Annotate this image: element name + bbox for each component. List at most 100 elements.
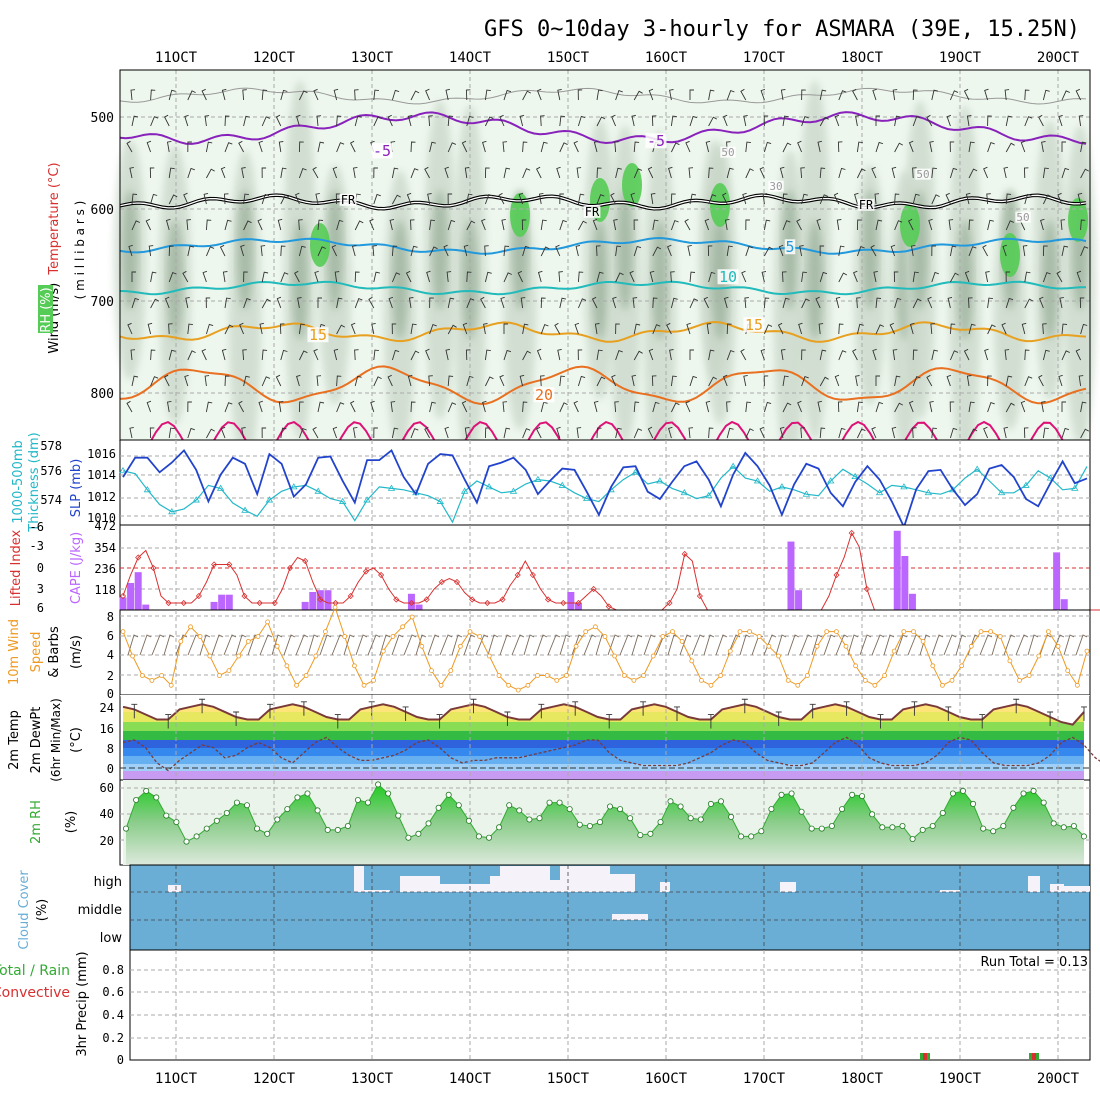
wind-barb: [462, 322, 468, 335]
wind-barb: [926, 114, 933, 127]
wind-barb: [238, 140, 244, 153]
wind-barb: [205, 323, 214, 335]
wind-barb: [484, 376, 494, 387]
temp-errorbar: [741, 698, 748, 714]
wind-barb: [150, 271, 157, 283]
wind10-barb: [1027, 634, 1039, 656]
wind-barb: [594, 323, 600, 335]
temp2m-label-1: 2m Temp: [7, 710, 22, 770]
wind-barb: [503, 89, 512, 101]
wind-barb: [987, 297, 993, 309]
rh-marker: [637, 832, 644, 839]
wind-barb: [647, 426, 654, 439]
wind-barb: [146, 140, 152, 153]
wind-barb: [577, 298, 587, 309]
wind-barb: [872, 88, 877, 101]
rh-marker: [223, 810, 230, 817]
wind-barb: [1042, 427, 1049, 439]
cloud-high-block: [364, 890, 390, 892]
wind10-barb: [283, 634, 296, 656]
wind-barb: [522, 168, 531, 179]
wind-barb: [410, 141, 416, 153]
wind10-barb: [943, 634, 957, 656]
wind-barb: [782, 297, 790, 309]
wind-tick: 8: [107, 610, 114, 624]
wind-barb: [856, 428, 866, 439]
wind-barb: [461, 140, 468, 153]
wind-barb: [596, 376, 606, 387]
wind-barb: [931, 167, 937, 179]
wind-barb: [931, 89, 939, 101]
wind-marker: [583, 629, 589, 634]
wind-barb: [801, 89, 806, 101]
wind-barb: [856, 141, 863, 153]
wind-barb: [205, 219, 212, 231]
wind-barb: [576, 427, 582, 439]
wind-barb: [369, 218, 375, 231]
wind-barb: [800, 427, 805, 439]
wind-barb: [336, 142, 345, 153]
temp2m-label-3: (6hr Min/Max): [49, 698, 63, 782]
wind-barb: [632, 297, 638, 309]
wind-barb: [708, 194, 717, 205]
wind-barb: [875, 324, 884, 335]
wind-barb: [1001, 322, 1007, 335]
wind-barb: [466, 298, 475, 309]
wind-barb: [577, 193, 585, 205]
wind-barb: [424, 166, 430, 179]
wind-barb: [963, 88, 970, 101]
wind10-barb: [547, 634, 561, 656]
wind-barb: [1024, 298, 1034, 309]
wind-barb: [466, 271, 472, 283]
wind-barb: [521, 219, 527, 231]
wind-barb: [668, 166, 673, 179]
contour-label-bg: [784, 239, 796, 255]
temp-errorbar: [538, 703, 545, 719]
li-marker: [302, 557, 309, 565]
wind-barb: [670, 142, 680, 153]
wind-barb: [633, 219, 639, 231]
wind-barb: [333, 348, 339, 361]
x-tick-label: 13OCT: [351, 50, 394, 66]
wind-barb: [131, 115, 139, 127]
wind-barb: [206, 168, 215, 179]
wind-barb: [407, 374, 413, 387]
wind10-barb: [1003, 634, 1016, 656]
wind-barb: [703, 296, 710, 309]
wind-barb: [926, 374, 933, 387]
wind-barb: [871, 166, 877, 179]
rh-marker: [445, 791, 452, 798]
wind-barb: [688, 167, 694, 179]
thickness-label-2: Thickness (dm): [27, 432, 42, 532]
cloud-high-block: [550, 880, 560, 892]
thickness-marker: [949, 486, 957, 493]
thickness-marker: [875, 488, 884, 496]
wind-barb: [577, 375, 586, 387]
wind-barb: [280, 349, 288, 361]
cloud-high-block: [1028, 876, 1040, 892]
thickness-marker: [753, 477, 762, 484]
wind-marker: [139, 673, 145, 678]
wind-barb: [1061, 401, 1066, 412]
wind-barb: [391, 323, 397, 335]
wind-barb: [1024, 376, 1033, 387]
wind-barb: [838, 245, 845, 257]
wind-barb: [819, 349, 827, 361]
wind-barb: [614, 401, 619, 413]
temp-band: [123, 764, 1084, 771]
wind-barb: [261, 298, 271, 309]
thickness-marker: [265, 496, 274, 503]
li-marker: [514, 571, 521, 579]
wind10-barb: [691, 634, 705, 656]
thickness-marker: [631, 468, 640, 475]
rh-marker: [828, 823, 835, 830]
li-marker: [150, 564, 157, 572]
wind-barb: [629, 270, 635, 283]
wind-barb: [652, 324, 661, 335]
wind-barb: [838, 350, 847, 361]
wind-marker: [226, 668, 232, 673]
wind-barb: [779, 426, 785, 439]
wind-barb: [391, 245, 398, 257]
wind-marker: [486, 653, 492, 659]
cloud-high-block: [610, 874, 635, 892]
